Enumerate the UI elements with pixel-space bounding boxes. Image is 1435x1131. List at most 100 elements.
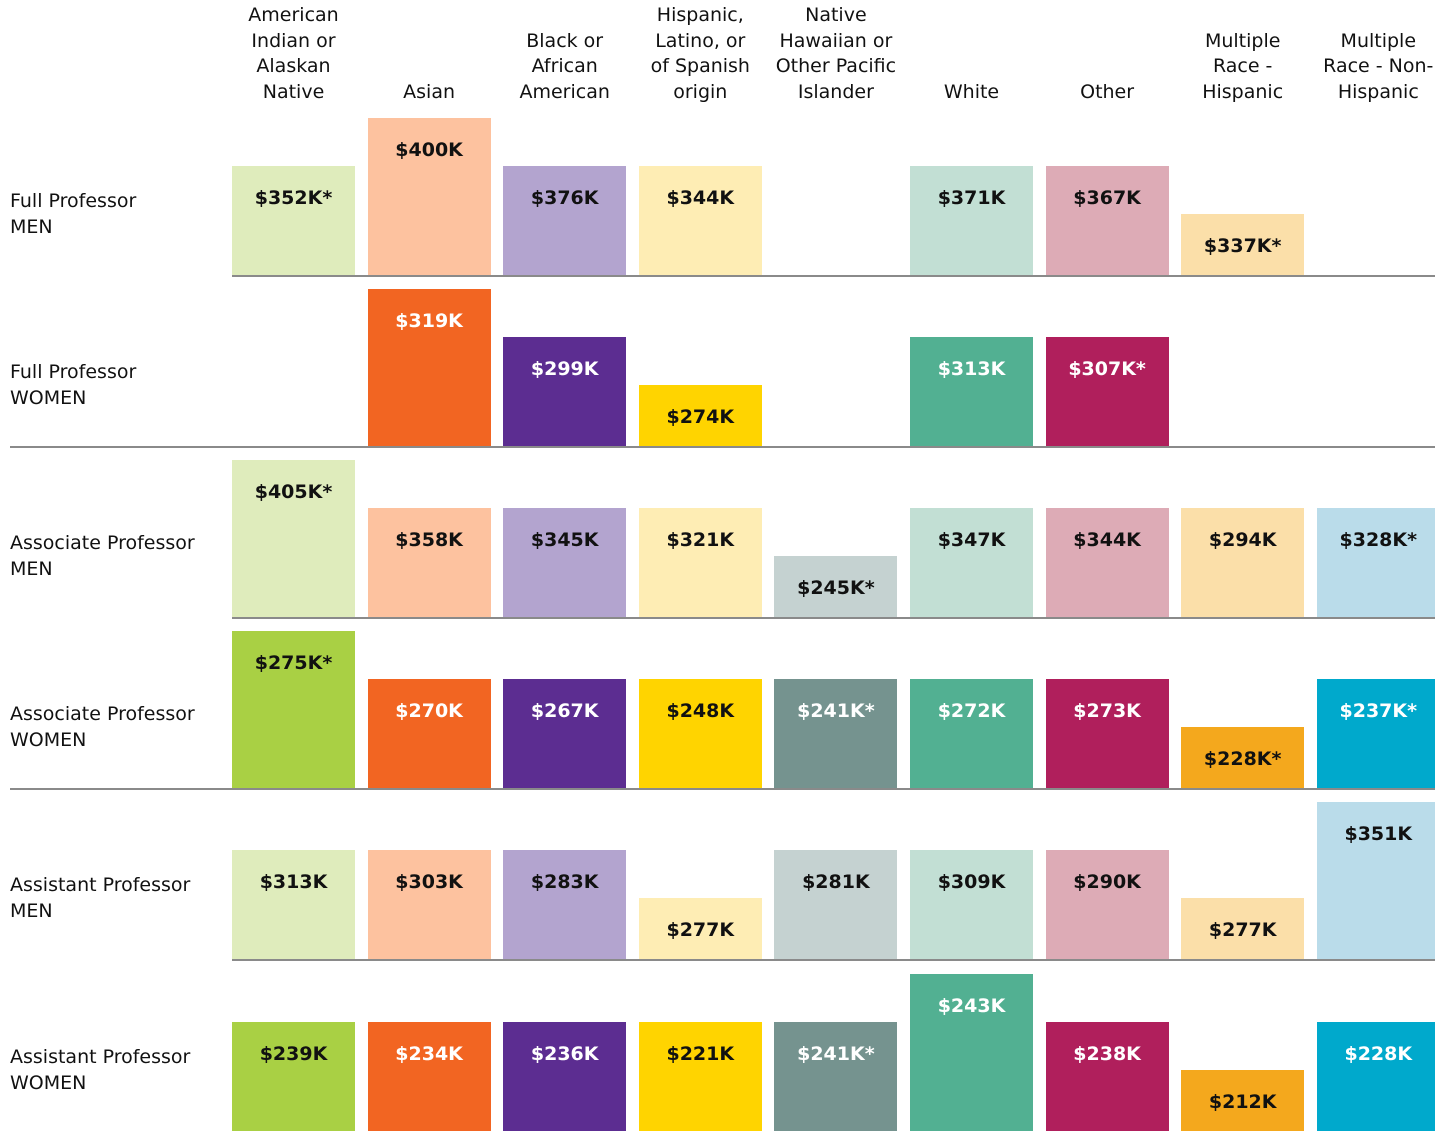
- row-label: Assistant Professor MEN: [10, 874, 191, 923]
- value-label: $238K: [1073, 1042, 1141, 1065]
- column-header: Other: [1080, 80, 1135, 103]
- bar: [1045, 166, 1169, 275]
- value-label: $352K*: [254, 187, 333, 209]
- value-label: $321K: [666, 529, 735, 552]
- bar: [232, 460, 355, 618]
- value-label: $277K: [666, 919, 735, 942]
- bar: [503, 679, 627, 789]
- column-header: Multiple Race - Non- Hispanic: [1323, 29, 1434, 103]
- bar: [1045, 508, 1169, 618]
- separator: [10, 446, 1435, 449]
- row-label: Associate Professor MEN: [10, 532, 195, 581]
- value-label: $371K: [937, 187, 1006, 209]
- value-label: $281K: [802, 871, 870, 894]
- value-label: $275K*: [254, 652, 333, 675]
- value-label: $267K: [530, 700, 599, 723]
- value-label: $400K: [395, 139, 463, 161]
- row-label: Full Professor MEN: [10, 190, 137, 238]
- value-label: $344K: [666, 187, 735, 209]
- bar: [910, 850, 1033, 960]
- value-label: $376K: [530, 187, 599, 209]
- value-label: $313K: [259, 871, 328, 894]
- separator: [10, 788, 1435, 791]
- bar: [1316, 679, 1435, 789]
- bar: [910, 508, 1033, 618]
- bar: [367, 679, 491, 789]
- bar: [638, 898, 762, 960]
- value-label: $274K: [666, 406, 735, 429]
- bar: [910, 337, 1033, 447]
- separator: [232, 275, 1435, 277]
- value-label: $273K: [1073, 700, 1141, 723]
- value-label: $309K: [937, 871, 1006, 894]
- column-header: American Indian or Alaskan Native: [248, 4, 339, 103]
- value-label: $248K: [666, 700, 735, 723]
- bar: [638, 679, 762, 789]
- row-label: Associate Professor WOMEN: [10, 703, 195, 752]
- row-label: Assistant Professor WOMEN: [10, 1045, 191, 1094]
- bar: [910, 973, 1033, 1131]
- value-label: $237K*: [1339, 700, 1418, 723]
- bar: [1045, 337, 1169, 447]
- bar: [774, 556, 898, 618]
- bar: [910, 679, 1033, 789]
- value-label: $328K*: [1339, 529, 1418, 552]
- bar: [638, 1021, 762, 1131]
- bar: [503, 337, 627, 447]
- column-header: Asian: [403, 80, 456, 103]
- row-label: Full Professor WOMEN: [10, 361, 137, 410]
- value-label: $347K: [937, 529, 1006, 552]
- bar: [503, 508, 627, 618]
- bar: [367, 1021, 491, 1131]
- value-label: $307K*: [1068, 358, 1146, 381]
- bar: [367, 508, 491, 618]
- column-header: Black or African American: [519, 29, 610, 103]
- bar: [910, 166, 1033, 275]
- value-label: $313K: [937, 358, 1006, 381]
- bar: [1181, 1069, 1305, 1131]
- bar: [1181, 898, 1305, 960]
- column-header: Hispanic, Latino, or of Spanish origin: [650, 4, 750, 103]
- value-label: $245K*: [797, 577, 875, 600]
- bar: [1181, 214, 1305, 275]
- value-label: $337K*: [1203, 235, 1282, 257]
- value-label: $241K*: [797, 700, 875, 723]
- bar: [1045, 1021, 1169, 1131]
- bar: [774, 1021, 898, 1131]
- bar: [1316, 508, 1435, 618]
- value-label: $299K: [530, 358, 599, 381]
- value-label: $228K*: [1203, 748, 1282, 771]
- bar: [367, 850, 491, 960]
- bar: [1181, 727, 1305, 789]
- bar: [1045, 850, 1169, 960]
- value-label: $283K: [530, 871, 599, 894]
- bar: [1181, 508, 1305, 618]
- value-label: $358K: [395, 529, 463, 552]
- value-label: $236K: [530, 1042, 599, 1065]
- bar: [232, 850, 355, 960]
- bar: [1316, 802, 1435, 960]
- value-label: $303K: [395, 871, 463, 894]
- bar: [232, 166, 355, 275]
- value-label: $234K: [395, 1042, 463, 1065]
- bar: [232, 1021, 355, 1131]
- value-label: $270K: [395, 700, 463, 723]
- column-header: Native Hawaiian or Other Pacific Islande…: [775, 4, 897, 103]
- bar: [232, 631, 355, 789]
- value-label: $228K: [1344, 1042, 1413, 1065]
- bar: [367, 118, 491, 275]
- bar: [638, 385, 762, 447]
- value-label: $367K: [1073, 187, 1141, 209]
- value-label: $319K: [395, 310, 463, 333]
- value-label: $290K: [1073, 871, 1141, 894]
- value-label: $344K: [1073, 529, 1141, 552]
- value-label: $345K: [530, 529, 599, 552]
- value-label: $277K: [1208, 919, 1277, 942]
- bar: [638, 508, 762, 618]
- bar: [1316, 1021, 1435, 1131]
- bar: [367, 289, 491, 447]
- value-label: $212K: [1208, 1090, 1277, 1113]
- column-header: Multiple Race - Hispanic: [1202, 29, 1284, 103]
- bar: [638, 166, 762, 275]
- bar: [1045, 679, 1169, 789]
